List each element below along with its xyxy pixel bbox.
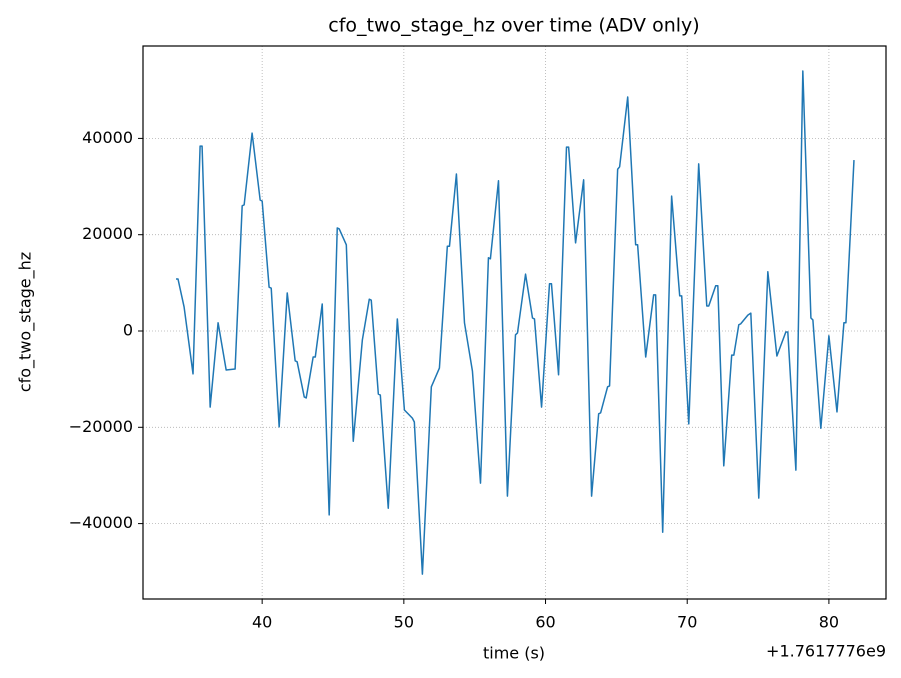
x-tick-label: 70	[677, 613, 697, 632]
y-tick-label: −40000	[69, 513, 133, 532]
y-axis-label: cfo_two_stage_hz	[16, 252, 36, 392]
data-line	[176, 70, 855, 575]
x-axis-label: time (s)	[483, 644, 545, 663]
y-tick-label: −20000	[69, 417, 133, 436]
x-offset-label: +1.7617776e9	[766, 642, 886, 661]
x-tick-label: 50	[394, 613, 414, 632]
y-tick-label: 40000	[82, 128, 133, 147]
x-tick-label: 80	[819, 613, 839, 632]
x-tick-label: 60	[535, 613, 555, 632]
y-tick-label: 20000	[82, 224, 133, 243]
plot-frame	[142, 45, 887, 600]
x-tick-label: 40	[252, 613, 272, 632]
y-tick-label: 0	[123, 320, 133, 339]
chart-title: cfo_two_stage_hz over time (ADV only)	[328, 15, 699, 37]
